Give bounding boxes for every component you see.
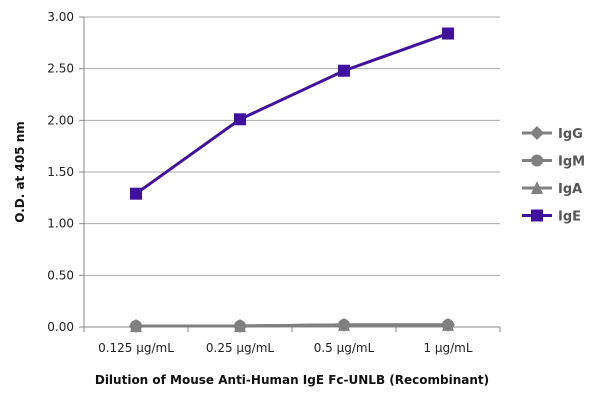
legend-label: IgE [558,210,581,225]
x-tick-label: 0.125 µg/mL [98,341,174,355]
y-tick-label: 3.00 [47,10,74,24]
y-tick-label: 0.00 [47,320,74,334]
x-axis-label: Dilution of Mouse Anti-Human IgE Fc-UNLB… [95,373,489,387]
data-point-ige [338,64,350,77]
y-tick-label: 1.50 [47,165,74,179]
x-tick-label: 0.25 µg/mL [206,341,275,355]
data-point-ige [442,27,454,40]
legend-marker [530,126,544,140]
legend-label: IgM [558,155,585,170]
x-tick-label: 1 µg/mL [423,341,472,355]
y-tick-label: 2.50 [47,62,74,76]
legend-marker [531,209,543,222]
data-point-iga [338,317,350,331]
data-point-iga [130,318,142,332]
legend-label: IgG [558,127,583,142]
y-tick-label: 2.00 [47,113,74,127]
y-axis-label: O.D. at 405 nm [13,121,27,222]
data-point-iga [234,318,246,332]
legend-marker [531,181,543,194]
y-tick-label: 1.00 [47,217,74,231]
series-line-iga [136,323,448,328]
legend-label: IgA [558,182,582,197]
series-line-ige [135,32,449,195]
data-point-ige [234,113,246,126]
data-point-ige [130,187,142,200]
y-tick-label: 0.50 [47,268,74,282]
legend-marker [531,154,543,167]
data-point-iga [442,317,454,331]
x-tick-label: 0.5 µg/mL [314,341,375,355]
